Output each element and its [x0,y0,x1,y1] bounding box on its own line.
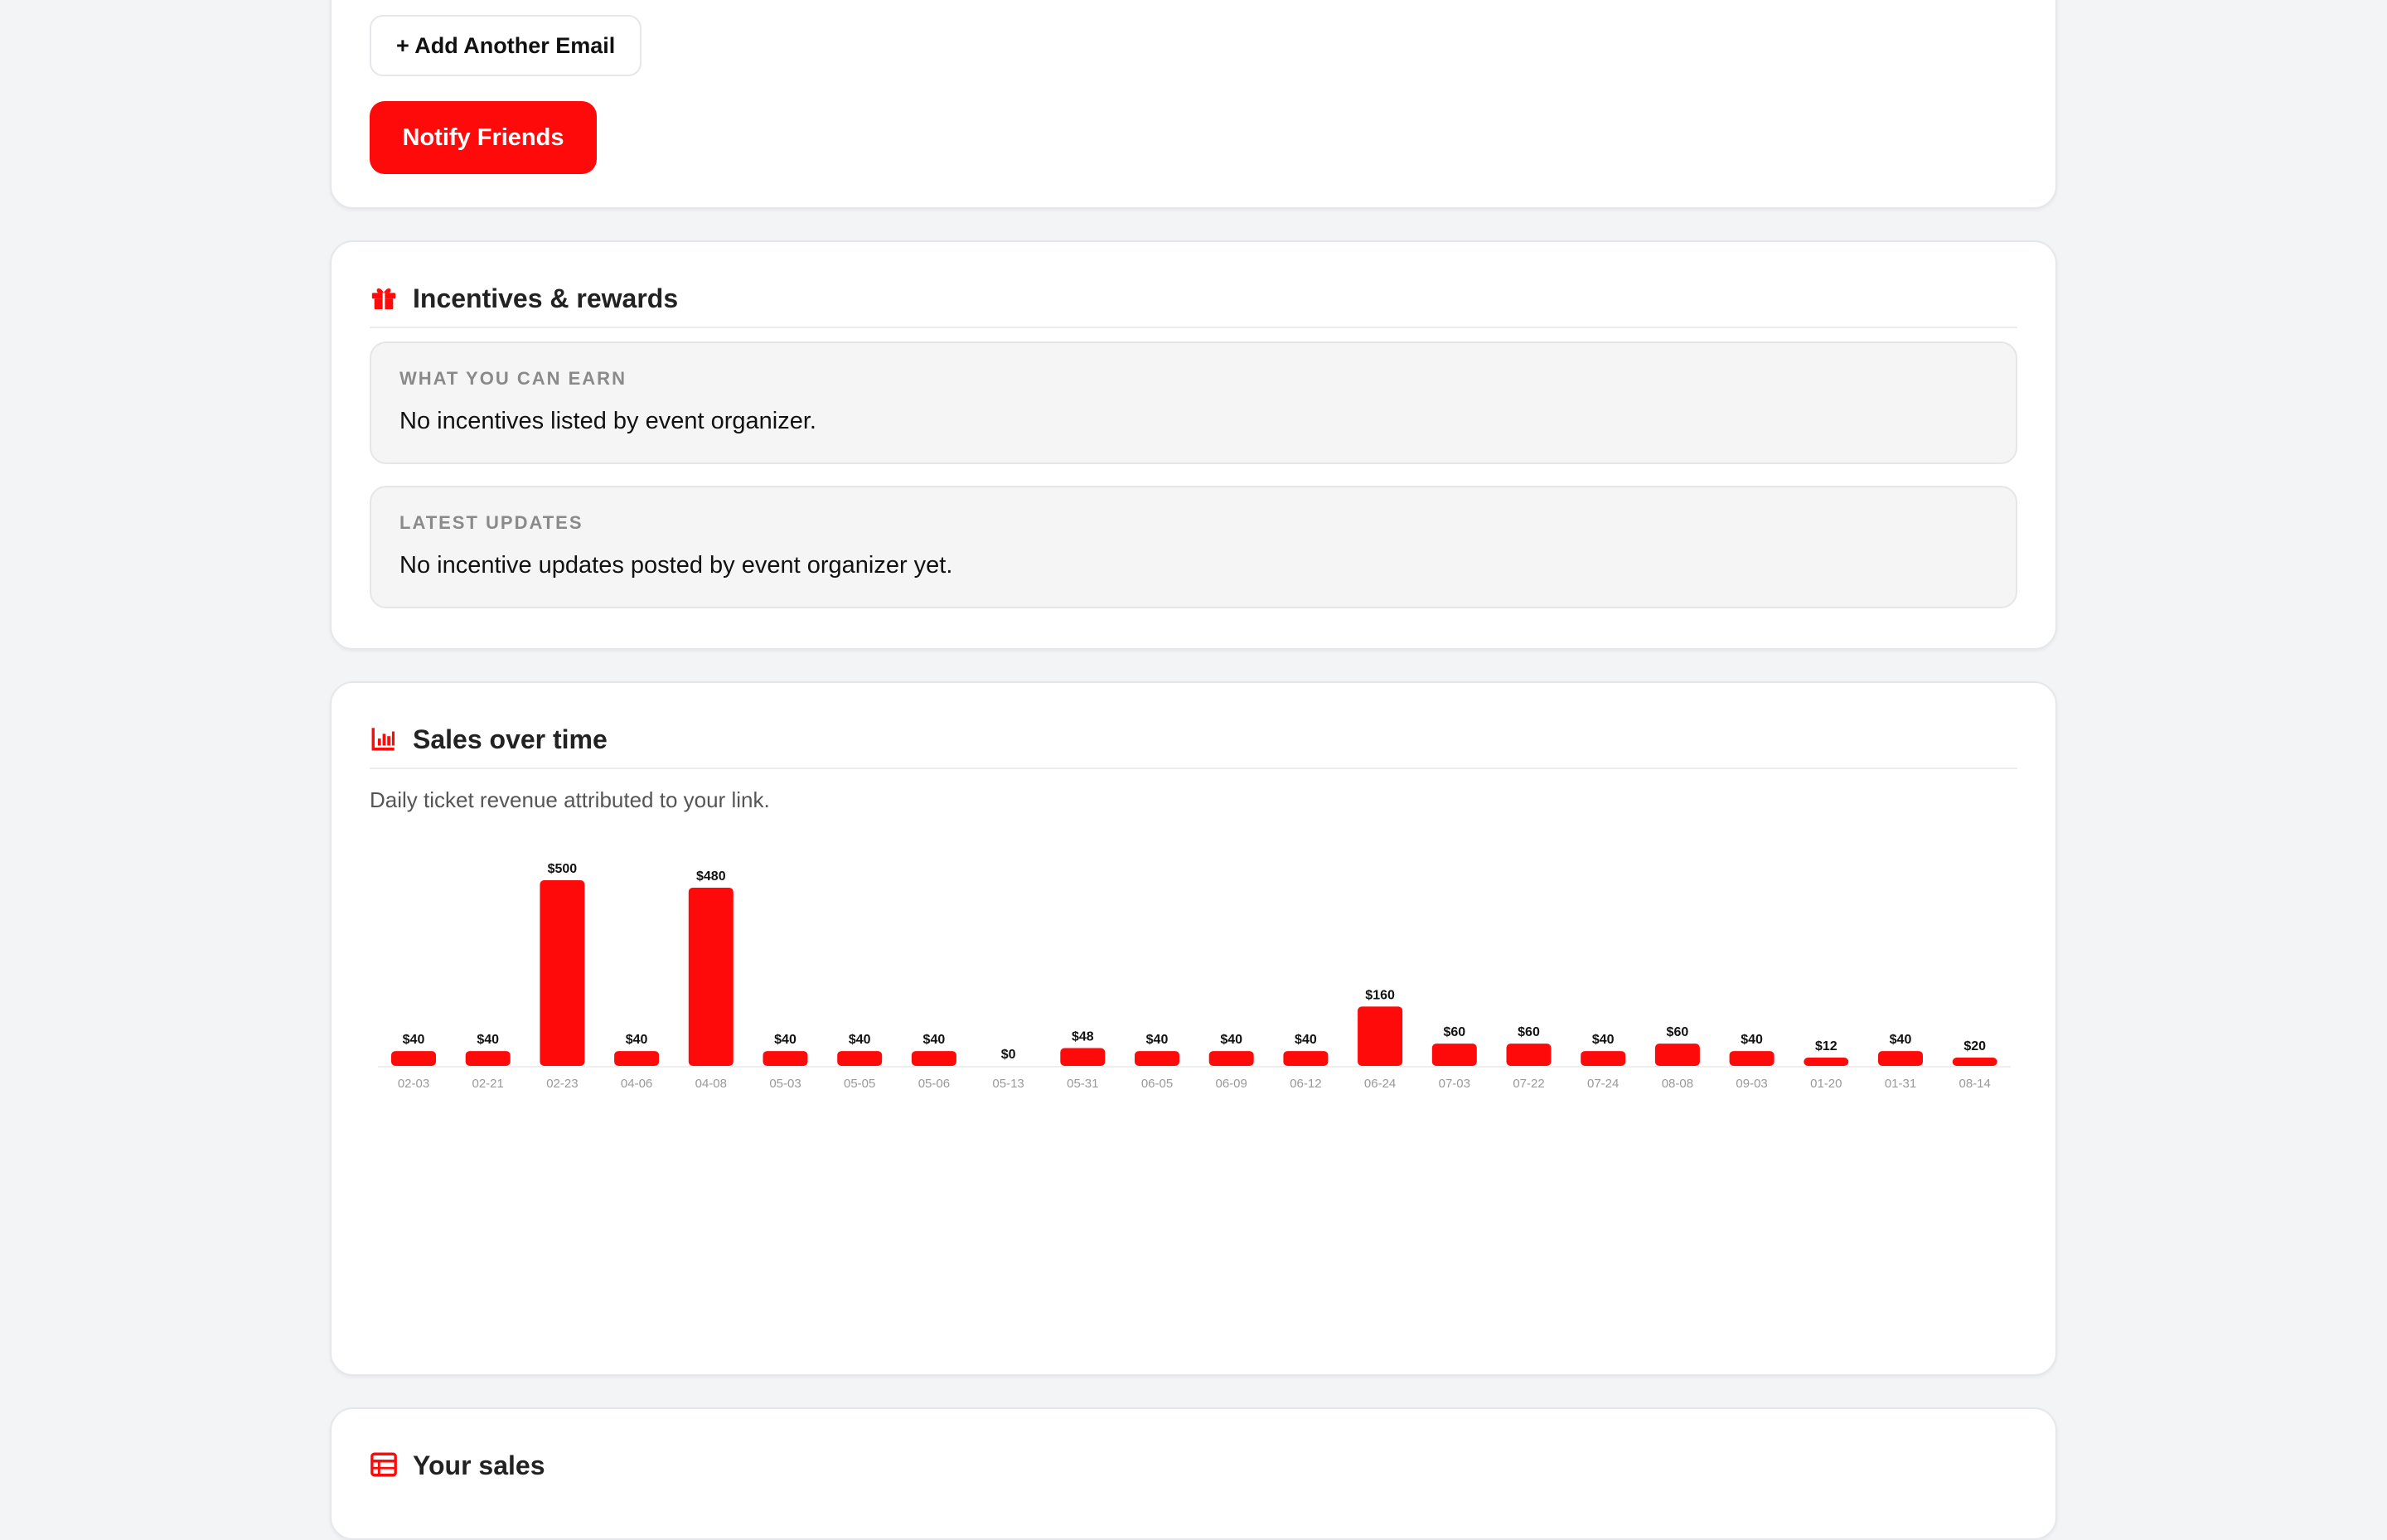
x-tick-label: 07-22 [1513,1077,1544,1091]
chart-bar [1952,1058,1997,1066]
chart-bar [763,1051,808,1066]
sales-header: Sales over time [370,723,2017,769]
x-tick-label: 01-31 [1885,1077,1916,1091]
what-you-can-earn-box: WHAT YOU CAN EARN No incentives listed b… [370,341,2017,464]
x-tick-label: 05-31 [1067,1077,1098,1091]
chart-bar [688,887,734,1066]
chart-bar [465,1051,511,1066]
latest-updates-box: LATEST UPDATES No incentive updates post… [370,486,2017,608]
x-tick-label: 06-12 [1290,1077,1321,1091]
notify-card: + Add Another Email Notify Friends [330,0,2057,209]
x-tick-label: 06-05 [1141,1077,1173,1091]
x-tick-label: 06-09 [1216,1077,1247,1091]
bar-value-label: $40 [1220,1033,1242,1047]
x-tick-label: 02-03 [398,1077,429,1091]
chart-bar [1060,1048,1106,1066]
chart-bar [1506,1044,1552,1066]
x-tick-label: 05-06 [918,1077,950,1091]
bar-value-label: $40 [626,1033,648,1047]
chart-bar [1804,1058,1849,1066]
x-tick-label: 05-05 [844,1077,875,1091]
chart-bar [540,880,585,1066]
x-tick-label: 02-23 [546,1077,578,1091]
x-tick-label: 07-03 [1439,1077,1470,1091]
incentives-header: Incentives & rewards [370,282,2017,328]
bar-value-label: $12 [1815,1039,1837,1053]
chart-bar [391,1051,436,1066]
bar-value-label: $20 [1963,1039,1986,1053]
bar-value-label: $0 [1001,1048,1016,1062]
incentives-card: Incentives & rewards WHAT YOU CAN EARN N… [330,240,2057,650]
bar-value-label: $160 [1365,988,1395,1002]
x-tick-label: 05-13 [992,1077,1024,1091]
earn-text: No incentives listed by event organizer. [399,408,816,434]
chart-bar [837,1051,883,1066]
chart-bar [1729,1051,1775,1066]
sales-over-time-card: Sales over time Daily ticket revenue att… [330,681,2057,1376]
bar-value-label: $40 [1890,1033,1912,1047]
bar-value-label: $60 [1443,1025,1465,1039]
chart-bar [1135,1051,1179,1066]
your-sales-header: Your sales [370,1449,2017,1494]
chart-bar [1431,1044,1477,1066]
x-tick-label: 08-14 [1959,1077,1991,1091]
bar-value-label: $40 [403,1033,425,1047]
chart-bar [1208,1051,1254,1066]
x-tick-label: 05-03 [769,1077,801,1091]
table-icon [370,1452,397,1477]
sales-title: Sales over time [413,724,608,754]
bar-value-label: $480 [696,869,726,884]
x-tick-label: 09-03 [1736,1077,1767,1091]
gift-icon [371,288,396,310]
x-tick-label: 06-24 [1364,1077,1396,1091]
bar-value-label: $40 [923,1033,946,1047]
x-tick-label: 04-06 [621,1077,652,1091]
bar-value-label: $500 [548,862,578,876]
sales-subtitle: Daily ticket revenue attributed to your … [370,787,770,812]
x-tick-label: 02-21 [472,1077,504,1091]
chart-bar [1581,1051,1626,1066]
sales-bar-chart: $40 02-03 $40 02-21 $500 02-23 $40 04-06 $480 04-… [378,862,2011,1091]
incentives-title: Incentives & rewards [413,283,679,313]
bar-chart-icon [371,728,395,751]
chart-bar [1283,1051,1329,1066]
bar-value-label: $48 [1072,1029,1094,1044]
bar-value-label: $40 [849,1033,871,1047]
x-tick-label: 04-08 [695,1077,727,1091]
bar-value-label: $40 [1741,1033,1763,1047]
chart-bar [1358,1006,1403,1066]
x-tick-label: 08-08 [1662,1077,1693,1091]
x-tick-label: 01-20 [1810,1077,1842,1091]
chart-bar [1654,1044,1700,1066]
updates-label: LATEST UPDATES [399,512,583,533]
earn-label: WHAT YOU CAN EARN [399,368,627,389]
updates-text: No incentive updates posted by event org… [399,552,953,579]
x-tick-label: 07-24 [1587,1077,1619,1091]
bar-value-label: $40 [1295,1033,1317,1047]
chart-bar [614,1051,660,1066]
chart-bar [1878,1051,1923,1066]
your-sales-title: Your sales [413,1450,545,1480]
bar-value-label: $40 [477,1033,499,1047]
bar-value-label: $60 [1667,1025,1689,1039]
add-another-email-button[interactable]: + Add Another Email [370,15,642,76]
bar-value-label: $60 [1518,1025,1540,1039]
bar-value-label: $40 [774,1033,796,1047]
chart-bar [911,1051,956,1066]
your-sales-card: Your sales [330,1407,2057,1540]
notify-friends-button[interactable]: Notify Friends [370,101,597,174]
bar-value-label: $40 [1592,1033,1615,1047]
bar-value-label: $40 [1146,1033,1169,1047]
